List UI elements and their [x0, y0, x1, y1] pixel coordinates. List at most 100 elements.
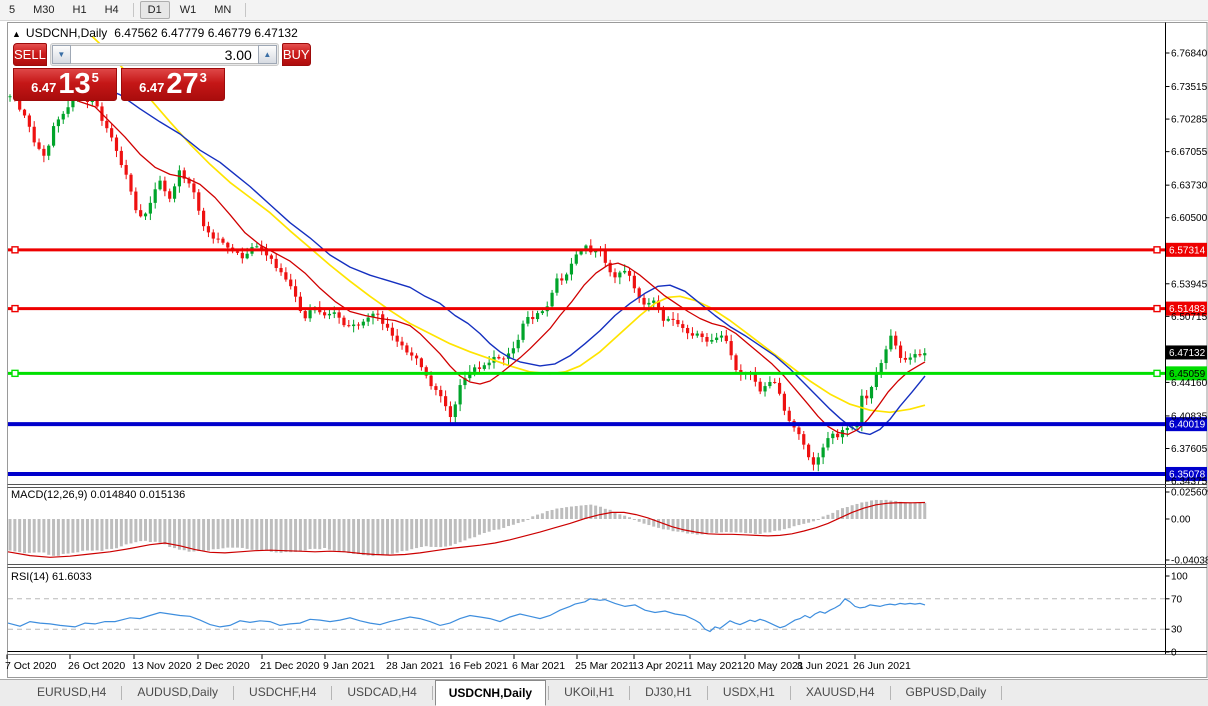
svg-text:6.35078: 6.35078	[1169, 469, 1206, 480]
buy-button[interactable]: BUY	[281, 43, 311, 66]
tab-separator	[789, 686, 791, 700]
svg-text:6.47132: 6.47132	[1169, 348, 1206, 359]
svg-text:6.50715: 6.50715	[1171, 312, 1208, 323]
sell-price-display[interactable]: 6.47 13 5	[13, 68, 117, 101]
svg-text:100: 100	[1171, 572, 1188, 583]
chart-tab-UKOil-H1[interactable]: UKOil,H1	[564, 685, 615, 699]
svg-text:6.53945: 6.53945	[1171, 279, 1208, 290]
timeframe-H4-button[interactable]: H4	[104, 4, 119, 16]
chart-tab-USDCHF-H4[interactable]: USDCHF,H4	[249, 685, 317, 699]
timeframe-M30-button[interactable]: M30	[33, 4, 55, 16]
timeframe-toolbar: 5 M30 H1 H4 D1 W1 MN	[0, 0, 1208, 21]
svg-text:6.57314: 6.57314	[1169, 245, 1206, 256]
timeframe-W1-button[interactable]: W1	[179, 4, 197, 16]
svg-text:6.37605: 6.37605	[1171, 444, 1208, 455]
timeframe-5-button[interactable]: 5	[9, 4, 16, 16]
chart-tab-EURUSD-H4[interactable]: EURUSD,H4	[37, 685, 107, 699]
volume-input[interactable]	[70, 45, 258, 64]
tab-separator	[548, 686, 550, 700]
chart-tab-XAUUSD-H4[interactable]: XAUUSD,H4	[805, 685, 875, 699]
chart-tab-DJ30-H1[interactable]: DJ30,H1	[645, 685, 692, 699]
toolbar-separator	[245, 3, 247, 17]
tab-separator	[1001, 686, 1003, 700]
chart-frame	[7, 22, 1208, 678]
macd-panel: 0.025609 0.00 -0.040386	[7, 488, 1208, 567]
ma-fast-red-line	[59, 91, 926, 436]
sell-price-big: 13	[58, 68, 91, 100]
tab-separator	[431, 686, 433, 700]
tab-separator	[331, 686, 333, 700]
svg-text:6.34375: 6.34375	[1171, 477, 1208, 488]
macd-indicator-label: MACD(12,26,9) 0.014840 0.015136	[11, 489, 186, 501]
timeframe-MN-button[interactable]: MN	[214, 4, 232, 16]
svg-text:20 May 2021: 20 May 2021	[743, 660, 804, 672]
svg-text:30: 30	[1171, 625, 1183, 636]
rsi-panel: 100 70 30 0	[7, 572, 1188, 659]
svg-text:6.67055: 6.67055	[1171, 147, 1208, 158]
svg-text:28 Jan 2021: 28 Jan 2021	[386, 660, 444, 672]
chart-tab-USDCAD-H4[interactable]: USDCAD,H4	[347, 685, 417, 699]
svg-text:26 Jun 2021: 26 Jun 2021	[853, 660, 911, 672]
chart-tab-USDCNH-Daily[interactable]: USDCNH,Daily	[434, 680, 547, 706]
svg-text:25 Mar 2021: 25 Mar 2021	[575, 660, 634, 672]
volume-spinner: ▼ ▲	[49, 43, 279, 66]
svg-text:6.40835: 6.40835	[1171, 411, 1208, 422]
chart-symbol-label: USDCNH,Daily	[25, 26, 108, 40]
svg-text:0: 0	[1171, 648, 1177, 659]
chart-tab-AUDUSD-Daily[interactable]: AUDUSD,Daily	[137, 685, 219, 699]
svg-text:0.025609: 0.025609	[1171, 488, 1208, 499]
svg-text:6.73515: 6.73515	[1171, 82, 1208, 93]
chart-tab-GBPUSD-Daily[interactable]: GBPUSD,Daily	[905, 685, 987, 699]
svg-text:16 Feb 2021: 16 Feb 2021	[449, 660, 508, 672]
tab-separator	[889, 686, 891, 700]
chart-tab-USDX-H1[interactable]: USDX,H1	[722, 685, 775, 699]
tab-separator	[233, 686, 235, 700]
sell-price-prefix: 6.47	[31, 80, 57, 95]
svg-text:8 Jun 2021: 8 Jun 2021	[797, 660, 849, 672]
date-axis: 7 Oct 2020 26 Oct 2020 13 Nov 2020 2 Dec 20…	[5, 654, 911, 672]
collapse-quote-icon[interactable]: ▲	[12, 29, 21, 39]
price-axis: 6.76840 6.73515 6.70285 6.67055 6.63730 6.605…	[1165, 49, 1208, 488]
horizontal-level-lines[interactable]: 6.57314 6.51483 6.45059 6.40019 6.35078	[8, 242, 1207, 481]
tab-separator	[629, 686, 631, 700]
svg-text:6.44160: 6.44160	[1171, 378, 1208, 389]
ma-mid-blue-line	[74, 75, 926, 436]
svg-text:0.00: 0.00	[1171, 515, 1191, 526]
rsi-indicator-label: RSI(14) 61.6033	[11, 571, 92, 583]
sell-price-pip: 5	[91, 70, 99, 85]
svg-text:6.51483: 6.51483	[1169, 304, 1206, 315]
svg-text:6 Mar 2021: 6 Mar 2021	[512, 660, 565, 672]
svg-text:6.60500: 6.60500	[1171, 213, 1208, 224]
sell-button[interactable]: SELL	[13, 43, 47, 66]
svg-text:9 Jan 2021: 9 Jan 2021	[323, 660, 375, 672]
buy-price-display[interactable]: 6.47 27 3	[121, 68, 225, 101]
svg-text:13 Apr 2021: 13 Apr 2021	[632, 660, 689, 672]
svg-text:21 Dec 2020: 21 Dec 2020	[260, 660, 320, 672]
candles	[8, 83, 927, 472]
svg-text:1 May 2021: 1 May 2021	[688, 660, 743, 672]
tab-separator	[706, 686, 708, 700]
timeframe-D1-button[interactable]: D1	[139, 1, 170, 19]
svg-text:6.70285: 6.70285	[1171, 115, 1208, 126]
svg-text:6.40019: 6.40019	[1169, 420, 1206, 431]
volume-increase-icon[interactable]: ▲	[257, 45, 277, 64]
chart-title: ▲ USDCNH,Daily 6.47562 6.47779 6.46779 6.4…	[12, 26, 298, 40]
volume-decrease-icon[interactable]: ▼	[51, 45, 71, 64]
svg-text:2 Dec 2020: 2 Dec 2020	[196, 660, 250, 672]
svg-text:6.45059: 6.45059	[1169, 369, 1206, 380]
svg-text:70: 70	[1171, 594, 1183, 605]
timeframe-H1-button[interactable]: H1	[72, 4, 87, 16]
tab-separator	[121, 686, 123, 700]
toolbar-separator	[132, 3, 134, 17]
buy-price-pip: 3	[199, 70, 207, 85]
chart-tab-bar: EURUSD,H4 AUDUSD,Daily USDCHF,H4 USDCAD,H4 U…	[0, 679, 1208, 706]
chart-ohlc-values: 6.47562 6.47779 6.46779 6.47132	[114, 26, 298, 40]
svg-text:6.63730: 6.63730	[1171, 181, 1208, 192]
buy-price-prefix: 6.47	[139, 80, 165, 95]
svg-text:6.76840: 6.76840	[1171, 49, 1208, 60]
svg-text:-0.040386: -0.040386	[1171, 556, 1208, 567]
svg-text:7 Oct 2020: 7 Oct 2020	[5, 660, 57, 672]
